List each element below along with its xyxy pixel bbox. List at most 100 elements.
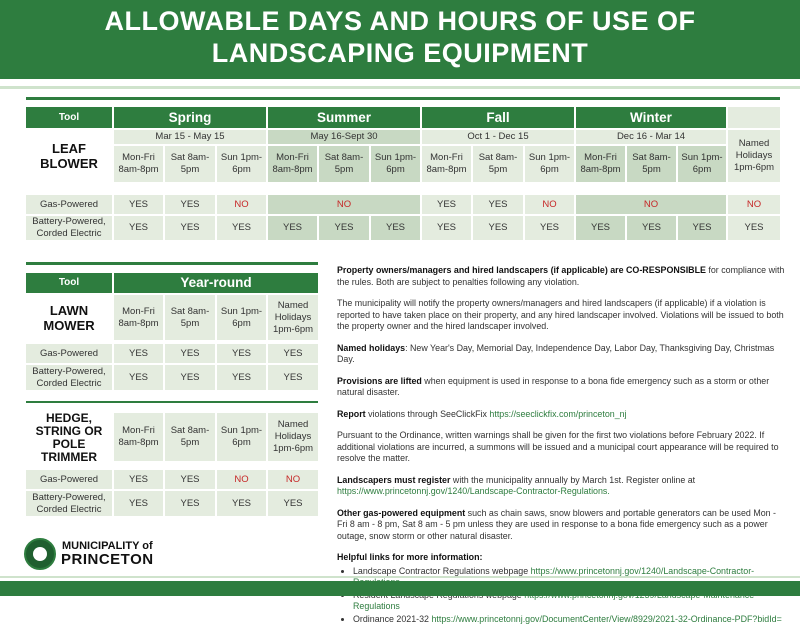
row-label-battery: Battery-Powered, Corded Electric bbox=[26, 491, 112, 516]
value-cell-holiday: NO bbox=[728, 195, 780, 214]
tool-name-cell: HEDGE, STRING OR POLE TRIMMER bbox=[26, 411, 112, 464]
value-cell-winter-merged: NO bbox=[576, 195, 726, 214]
value-cell: YES bbox=[422, 216, 471, 240]
col-sat: Sat 8am-5pm bbox=[165, 413, 215, 461]
seal-center-icon bbox=[33, 547, 47, 561]
logo-princeton: PRINCETON bbox=[61, 551, 154, 568]
winter-sat: Sat 8am-5pm bbox=[627, 146, 676, 182]
helpful-links-title: Helpful links for more information: bbox=[337, 552, 787, 564]
value-cell: YES bbox=[678, 216, 726, 240]
value-cell: NO bbox=[217, 195, 266, 214]
info-block: Property owners/managers and hired lands… bbox=[337, 265, 787, 626]
page-header: ALLOWABLE DAYS AND HOURS OF USE OF LANDS… bbox=[0, 0, 800, 79]
spring-sun: Sun 1pm-6pm bbox=[217, 146, 266, 182]
info-register-text: with the municipality annually by March … bbox=[450, 474, 696, 485]
info-co-responsible: Property owners/managers and hired lands… bbox=[337, 265, 787, 288]
tool-name-cell: LAWN MOWER bbox=[26, 295, 112, 340]
row-label-battery: Battery-Powered, Corded Electric bbox=[26, 365, 112, 390]
value-cell: YES bbox=[473, 216, 523, 240]
row-label-gas: Gas-Powered bbox=[26, 470, 112, 489]
value-cell: YES bbox=[114, 470, 163, 489]
value-cell: YES bbox=[422, 195, 471, 214]
summer-weekday: Mon-Fri 8am-8pm bbox=[268, 146, 317, 182]
link-label: Ordinance 2021-32 bbox=[353, 613, 432, 624]
row-label-gas: Gas-Powered bbox=[26, 195, 112, 214]
season-winter: Winter bbox=[576, 107, 726, 128]
info-other-equipment: Other gas-powered equipment such as chai… bbox=[337, 508, 787, 543]
value-cell: YES bbox=[114, 195, 163, 214]
col-weekday: Mon-Fri 8am-8pm bbox=[114, 413, 163, 461]
page-title-line2: LANDSCAPING EQUIPMENT bbox=[211, 38, 589, 68]
page-title-line1: ALLOWABLE DAYS AND HOURS OF USE OF bbox=[104, 6, 696, 36]
footer-divider bbox=[0, 576, 800, 578]
info-holidays: Named holidays: New Year's Day, Memorial… bbox=[337, 343, 787, 366]
value-cell: YES bbox=[627, 216, 676, 240]
tool-name-lawn-mower: LAWN MOWER bbox=[43, 302, 95, 333]
value-cell: YES bbox=[165, 195, 215, 214]
info-co-responsible-bold: Property owners/managers and hired lands… bbox=[337, 265, 706, 275]
info-notification: The municipality will notify the propert… bbox=[337, 298, 784, 331]
row-label-battery: Battery-Powered, Corded Electric bbox=[26, 216, 112, 240]
col-sun: Sun 1pm-6pm bbox=[217, 413, 266, 461]
info-other-equipment-text: such as chain saws, snow blowers and por… bbox=[337, 507, 777, 541]
value-cell: YES bbox=[217, 365, 266, 390]
info-report: Report violations through SeeClickFix ht… bbox=[337, 409, 787, 421]
value-cell: YES bbox=[473, 195, 523, 214]
tool-name-leaf-blower: LEAF BLOWER bbox=[40, 141, 98, 171]
spring-sat: Sat 8am-5pm bbox=[165, 146, 215, 182]
fall-sat: Sat 8am-5pm bbox=[473, 146, 523, 182]
dates-winter: Dec 16 - Mar 14 bbox=[576, 130, 726, 144]
tool-name-cell: LEAF BLOWER bbox=[26, 130, 112, 182]
register-link[interactable]: https://www.princetonnj.gov/1240/Landsca… bbox=[337, 486, 610, 496]
winter-sun: Sun 1pm-6pm bbox=[678, 146, 726, 182]
col-holiday: Named Holidays 1pm-6pm bbox=[268, 413, 318, 461]
value-cell: YES bbox=[114, 216, 163, 240]
col-sun: Sun 1pm-6pm bbox=[217, 295, 266, 340]
value-cell-holiday: YES bbox=[728, 216, 780, 240]
info-provisions: Provisions are lifted when equipment is … bbox=[337, 376, 787, 399]
value-cell-summer-merged: NO bbox=[268, 195, 420, 214]
footer-bar bbox=[0, 581, 800, 596]
holiday-header-top bbox=[728, 107, 780, 128]
info-other-equipment-bold: Other gas-powered equipment bbox=[337, 507, 466, 518]
value-cell: YES bbox=[525, 216, 574, 240]
season-spring: Spring bbox=[114, 107, 266, 128]
value-cell: YES bbox=[165, 470, 215, 489]
tool-name-hedge-trimmer: HEDGE, STRING OR POLE TRIMMER bbox=[35, 411, 103, 464]
value-cell: YES bbox=[165, 216, 215, 240]
header-divider bbox=[0, 86, 800, 89]
info-provisions-text: when equipment is used in response to a … bbox=[337, 375, 770, 398]
info-holidays-text: : New Year's Day, Memorial Day, Independ… bbox=[337, 342, 775, 365]
fall-weekday: Mon-Fri 8am-8pm bbox=[422, 146, 471, 182]
info-register: Landscapers must register with the munic… bbox=[337, 475, 787, 498]
col-sat: Sat 8am-5pm bbox=[165, 295, 215, 340]
holiday-column-header: Named Holidays 1pm-6pm bbox=[728, 130, 780, 182]
seeclickfix-link[interactable]: https://seeclickfix.com/princeton_nj bbox=[489, 408, 627, 419]
summer-sun: Sun 1pm-6pm bbox=[371, 146, 420, 182]
spring-weekday: Mon-Fri 8am-8pm bbox=[114, 146, 163, 182]
list-item: Ordinance 2021-32 https://www.princetonn… bbox=[353, 614, 787, 626]
col-weekday: Mon-Fri 8am-8pm bbox=[114, 295, 163, 340]
row-label-gas: Gas-Powered bbox=[26, 344, 112, 363]
value-cell: YES bbox=[217, 216, 266, 240]
value-cell: YES bbox=[217, 491, 266, 516]
table-top-rule bbox=[26, 97, 780, 100]
info-co-responsible-text: for compliance with the rules. Both are … bbox=[337, 265, 785, 287]
logo-municipality: MUNICIPALITY of bbox=[62, 540, 153, 552]
value-cell: YES bbox=[371, 216, 420, 240]
value-cell: YES bbox=[268, 491, 318, 516]
tool-header: Tool bbox=[26, 107, 112, 128]
year-round-header: Year-round bbox=[114, 273, 318, 293]
dates-spring: Mar 15 - May 15 bbox=[114, 130, 266, 144]
helpful-links-title-text: Helpful links for more information: bbox=[337, 552, 483, 562]
value-cell: NO bbox=[525, 195, 574, 214]
info-report-bold: Report bbox=[337, 408, 366, 419]
value-cell: YES bbox=[165, 344, 215, 363]
season-summer: Summer bbox=[268, 107, 420, 128]
ordinance-link[interactable]: https://www.princetonnj.gov/DocumentCent… bbox=[431, 613, 782, 624]
winter-weekday: Mon-Fri 8am-8pm bbox=[576, 146, 625, 182]
value-cell: YES bbox=[165, 365, 215, 390]
table-top-rule bbox=[26, 262, 318, 265]
value-cell: YES bbox=[576, 216, 625, 240]
value-cell: YES bbox=[114, 365, 163, 390]
